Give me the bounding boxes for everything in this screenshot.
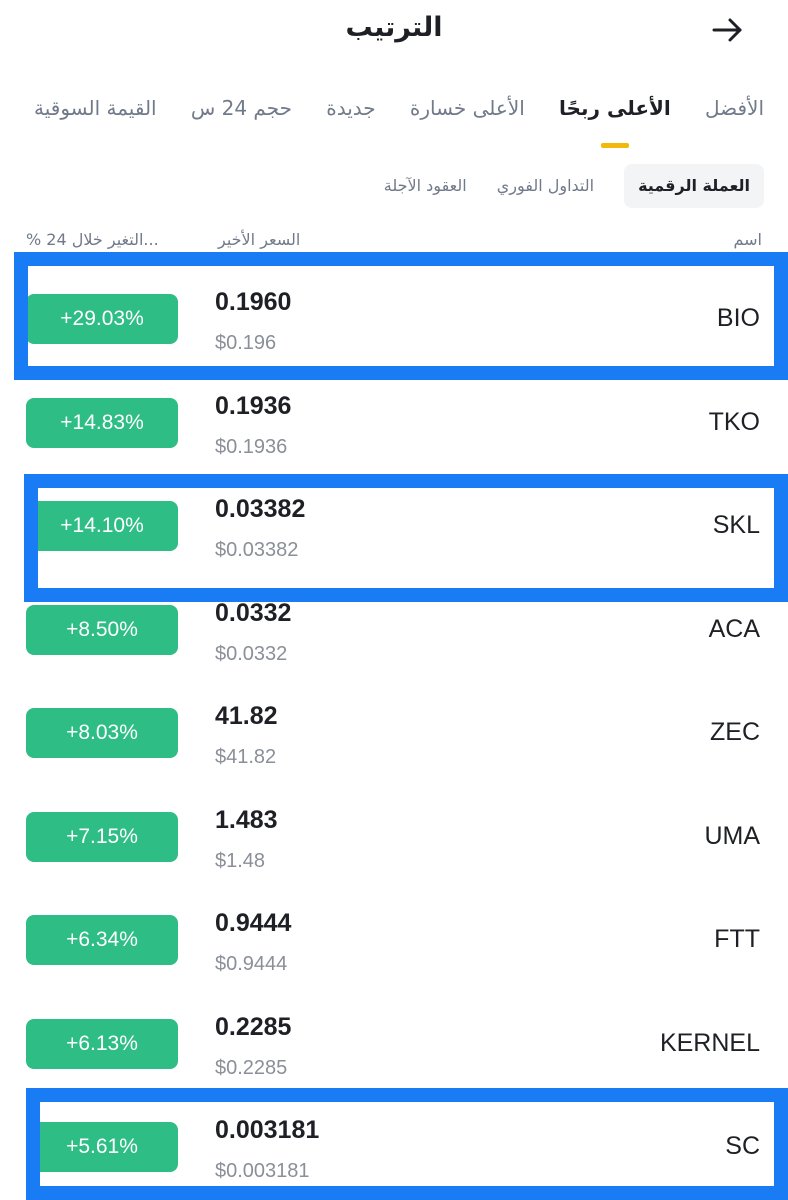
coin-symbol: SC <box>725 1132 760 1160</box>
list-item[interactable]: +8.03% 41.82 $41.82 ZEC <box>0 682 788 786</box>
last-price: 0.2285 <box>215 1012 292 1041</box>
subtab-item[interactable]: العقود الآجلة <box>383 176 467 195</box>
tab-label: جديدة <box>326 96 376 120</box>
coin-symbol: TKO <box>708 407 760 436</box>
list-item[interactable]: +14.83% 0.1936 $0.1936 TKO <box>0 372 788 476</box>
tab-label: الأفضل <box>704 96 764 120</box>
tab-label: الأعلى ربحًا <box>559 96 671 120</box>
coin-symbol: KERNEL <box>659 1028 760 1057</box>
list-item[interactable]: +6.13% 0.2285 $0.2285 KERNEL <box>0 993 788 1097</box>
tab-item[interactable]: جديدة <box>326 96 375 148</box>
list-item[interactable]: +29.03% 0.1960 $0.196 BIO <box>0 268 788 372</box>
ranking-tabs: الأفضل الأعلى ربحًا الأعلى خسارة جديدة حجم 2… <box>34 96 764 152</box>
tab-label: الأعلى خسارة <box>409 96 525 120</box>
last-price: 0.03382 <box>215 495 306 523</box>
change-badge: +7.15% <box>26 811 178 862</box>
change-badge: +8.03% <box>26 708 178 758</box>
price-usd: $0.1936 <box>215 435 288 458</box>
tab-item[interactable]: القيمة السوقية <box>34 96 157 148</box>
list-item[interactable]: +6.34% 0.9444 $0.9444 FTT <box>0 889 788 993</box>
price-usd: $0.03382 <box>215 539 299 561</box>
list-item[interactable]: +8.50% 0.0332 $0.0332 ACA <box>0 579 788 683</box>
change-badge: +14.83% <box>26 397 178 448</box>
last-price: 0.1936 <box>215 391 292 420</box>
last-price: 1.483 <box>215 805 278 834</box>
list-item[interactable]: +7.15% 1.483 $1.48 UMA <box>0 786 788 890</box>
change-badge: +8.50% <box>26 604 178 655</box>
tab-label: حجم 24 س <box>190 96 292 120</box>
coin-symbol: ACA <box>708 614 760 643</box>
header: الترتيب <box>0 0 788 66</box>
arrow-right-icon[interactable] <box>708 10 748 50</box>
market-type-tabs: العملة الرقمية التداول الفوري العقود الآجل… <box>340 164 764 208</box>
price-usd: $1.48 <box>215 849 266 872</box>
price-usd: $0.003181 <box>215 1160 310 1182</box>
last-price: 0.1960 <box>215 288 292 316</box>
change-badge: +6.13% <box>26 1018 178 1069</box>
coin-symbol: UMA <box>704 821 760 850</box>
price-usd: $0.0332 <box>215 642 288 665</box>
ranking-list: +29.03% 0.1960 $0.196 BIO +14.83% 0.1936 $0.19… <box>0 268 788 1200</box>
price-usd: $0.9444 <box>215 953 288 975</box>
tab-item[interactable]: الأعلى ربحًا <box>559 96 671 148</box>
change-badge: +5.61% <box>26 1122 178 1172</box>
column-header-name[interactable]: اسم <box>733 230 763 249</box>
coin-symbol: ZEC <box>710 718 760 746</box>
price-usd: $41.82 <box>215 746 277 768</box>
price-usd: $0.2285 <box>215 1056 288 1079</box>
change-badge: +29.03% <box>26 294 178 344</box>
list-item[interactable]: +5.61% 0.003181 $0.003181 SC <box>0 1096 788 1200</box>
column-headers: اسم السعر الأخير % التغير خلال 24... <box>0 230 788 254</box>
subtab-item[interactable]: التداول الفوري <box>496 176 595 195</box>
subtab-item[interactable]: العملة الرقمية <box>624 164 764 208</box>
list-item[interactable]: +14.10% 0.03382 $0.03382 SKL <box>0 475 788 579</box>
coin-symbol: BIO <box>716 304 760 332</box>
tab-item[interactable]: حجم 24 س <box>191 96 292 148</box>
change-badge: +6.34% <box>26 915 178 965</box>
coin-symbol: SKL <box>712 511 760 539</box>
last-price: 0.9444 <box>215 909 292 937</box>
last-price: 41.82 <box>215 702 278 730</box>
last-price: 0.003181 <box>215 1116 320 1144</box>
tab-active-indicator <box>600 143 629 148</box>
coin-symbol: FTT <box>714 925 760 953</box>
tab-label: القيمة السوقية <box>34 96 157 120</box>
price-usd: $0.196 <box>215 332 277 354</box>
tab-item[interactable]: الأفضل <box>705 96 764 148</box>
last-price: 0.0332 <box>215 598 292 627</box>
tab-item[interactable]: الأعلى خسارة <box>410 96 525 148</box>
column-header-price[interactable]: السعر الأخير <box>218 230 301 249</box>
change-badge: +14.10% <box>26 501 178 551</box>
column-header-change[interactable]: % التغير خلال 24... <box>26 230 159 249</box>
page-title: الترتيب <box>345 12 443 43</box>
